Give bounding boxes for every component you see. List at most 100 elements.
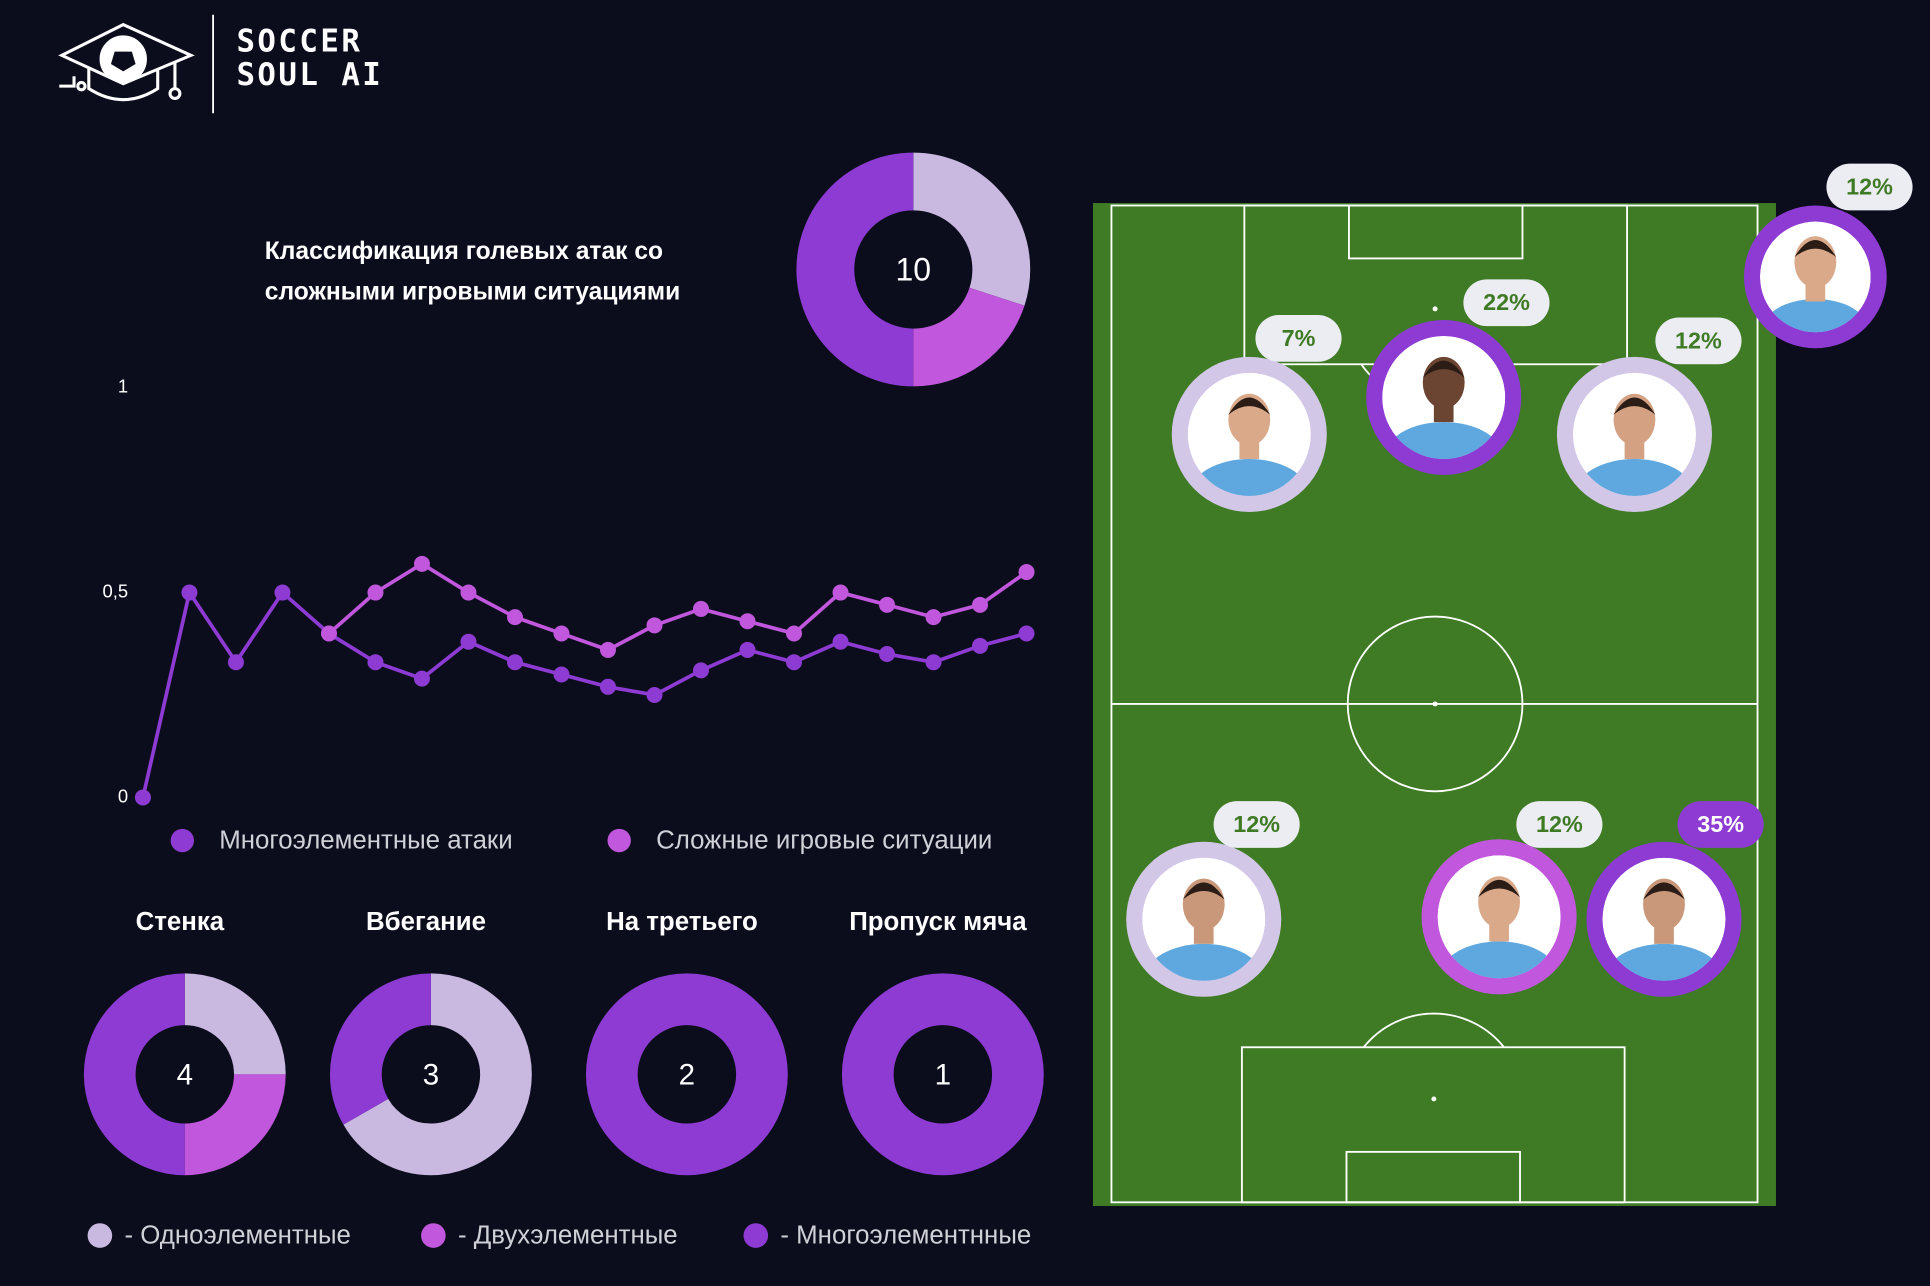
percent-label: 22% (1483, 289, 1530, 315)
hair (1478, 879, 1521, 898)
donut-total: 1 (935, 1059, 951, 1092)
point (181, 584, 198, 601)
legend-marker (87, 1223, 113, 1248)
player-photo (1572, 372, 1696, 496)
point (739, 641, 756, 658)
percent-label: 35% (1697, 811, 1744, 837)
legend-marker (421, 1223, 446, 1248)
jersey (1385, 422, 1503, 460)
player-photo (1142, 857, 1266, 981)
pitch-spot (1432, 701, 1438, 707)
hair (1643, 882, 1685, 900)
point (599, 641, 616, 658)
point (972, 637, 989, 654)
y-tick-label: 0,5 (103, 580, 129, 601)
player-photo (1187, 372, 1311, 496)
series-line (327, 562, 1028, 652)
legend-marker (170, 828, 195, 853)
percent-label: 7% (1282, 325, 1316, 351)
donut-total: 10 (896, 251, 932, 287)
hair (1182, 882, 1225, 900)
player-photo (1759, 221, 1871, 333)
point (227, 654, 244, 671)
y-tick-label: 0 (118, 785, 128, 806)
chart-title: Пропуск мяча (849, 908, 1027, 936)
brand: SOUL AI (236, 57, 383, 93)
player: 12% (1556, 317, 1742, 512)
point (460, 633, 477, 650)
donut-segment (329, 973, 532, 1176)
donut-segment (796, 152, 1031, 387)
percent-label: 12% (1675, 327, 1722, 353)
legend-label: - Многоэлементнные (780, 1222, 1031, 1250)
point (646, 686, 663, 703)
point (879, 596, 896, 613)
chart-title: Вбегание (366, 908, 486, 936)
player-photo (1602, 857, 1726, 981)
point (134, 789, 151, 806)
donut-segment (841, 973, 1044, 1176)
legend-marker (607, 828, 631, 853)
player-photo (1437, 855, 1561, 979)
donut-total: 3 (423, 1059, 439, 1092)
donut-segment (83, 973, 286, 1176)
point (367, 654, 384, 671)
jersey (1440, 941, 1558, 979)
legend-label: Многоэлементные атаки (219, 827, 512, 855)
percent-badge (1516, 801, 1603, 848)
point (413, 670, 430, 687)
percent-badge (1213, 801, 1300, 848)
player: 12% (1743, 163, 1913, 349)
y-tick-label: 1 (118, 376, 128, 397)
point (274, 584, 291, 601)
jersey (1145, 943, 1263, 981)
chart-title: сложными игровыми ситуациями (265, 278, 680, 305)
percent-badge (1677, 801, 1764, 848)
point (972, 596, 989, 613)
point (786, 654, 803, 671)
hair (1228, 397, 1271, 415)
series-line (141, 590, 1028, 798)
legend-marker (743, 1223, 769, 1248)
point (925, 609, 942, 626)
point (413, 555, 430, 572)
legend-label: - Одноэлементные (124, 1222, 350, 1250)
player-photo (1382, 335, 1506, 460)
jersey (1190, 459, 1308, 496)
point (832, 633, 849, 650)
logo-icon (58, 22, 195, 102)
point (553, 666, 570, 683)
donut-total: 2 (679, 1059, 695, 1092)
donut-segment (585, 973, 788, 1176)
percent-badge (1463, 279, 1550, 327)
hair (1613, 397, 1656, 415)
point (506, 654, 523, 671)
legend-label: - Двухэлементные (458, 1222, 678, 1250)
player: 22% (1366, 279, 1550, 476)
donut-segment (83, 973, 286, 1176)
percent-label: 12% (1233, 811, 1280, 837)
donut-segment (796, 152, 1031, 387)
pitch-line (1348, 204, 1524, 260)
pitch-line (1345, 1150, 1521, 1204)
point (599, 678, 616, 695)
point (1018, 625, 1035, 642)
percent-badge (1826, 163, 1913, 211)
point (693, 600, 709, 617)
percent-badge (1655, 317, 1742, 365)
pitch-spot (1432, 306, 1438, 312)
player: 12% (1126, 801, 1300, 997)
player: 12% (1421, 801, 1603, 995)
jersey (1762, 299, 1868, 333)
point (739, 613, 756, 630)
player: 35% (1586, 801, 1764, 997)
pitch-line (1346, 615, 1524, 793)
point (693, 662, 709, 679)
point (832, 584, 849, 601)
donut-total: 4 (177, 1059, 193, 1092)
percent-label: 12% (1846, 173, 1893, 199)
point (1018, 564, 1035, 581)
point (925, 654, 942, 671)
